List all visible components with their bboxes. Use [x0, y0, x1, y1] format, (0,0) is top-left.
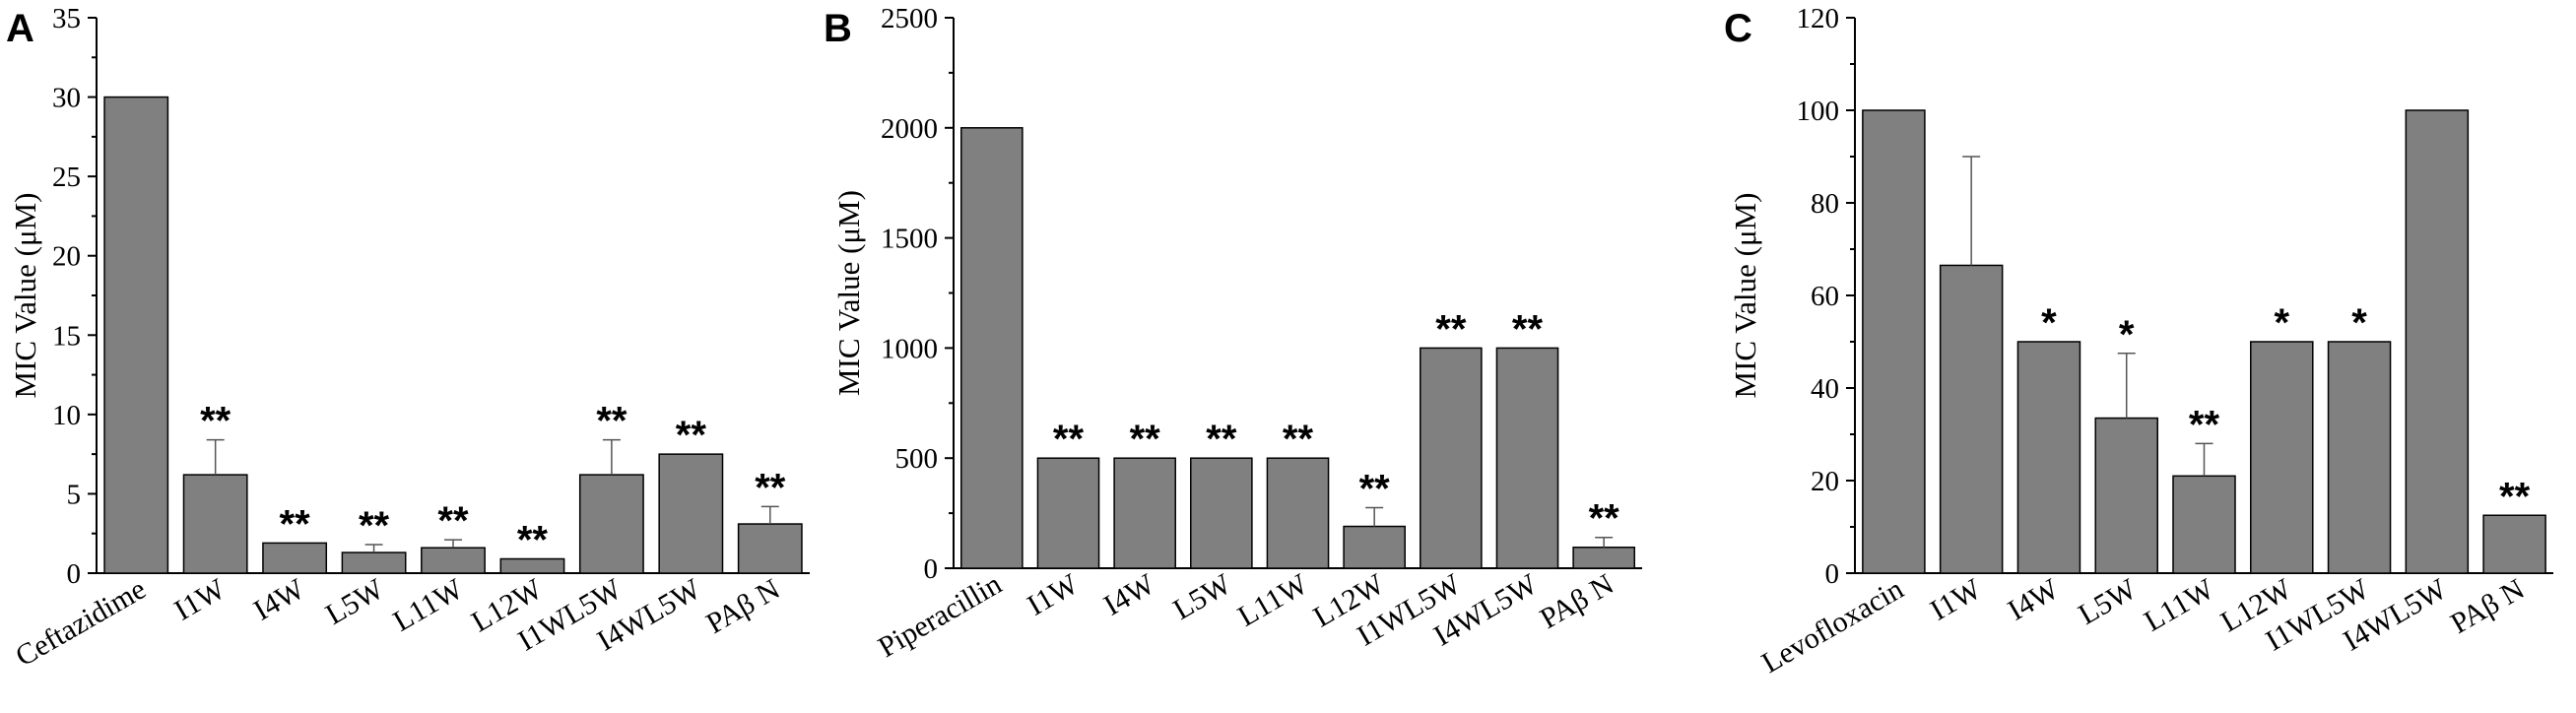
- bar: [1113, 457, 1176, 569]
- significance-label: **: [359, 504, 390, 548]
- category-label: I4W: [1098, 567, 1160, 622]
- significance-label: **: [2499, 475, 2531, 518]
- y-tick-label: 0: [1825, 558, 1840, 590]
- category-label: L5W: [320, 572, 389, 631]
- y-tick-label: 20: [52, 241, 81, 273]
- panel-letter: A: [6, 7, 34, 50]
- bar: [341, 551, 407, 574]
- y-tick-label: 2500: [881, 3, 938, 34]
- significance-label: **: [1053, 418, 1085, 461]
- significance-label: **: [1359, 468, 1391, 511]
- panel-letter: B: [824, 7, 852, 50]
- bar: [1495, 347, 1559, 569]
- bar: [2482, 514, 2546, 574]
- significance-label: **: [280, 502, 311, 546]
- category-label: L5W: [1167, 567, 1236, 626]
- significance-label: **: [200, 400, 231, 443]
- significance-label: **: [1206, 418, 1237, 461]
- bar: [262, 542, 328, 574]
- significance-label: **: [517, 518, 549, 561]
- significance-label: **: [676, 414, 707, 457]
- bar: [1190, 457, 1253, 569]
- y-tick-label: 1000: [881, 333, 938, 364]
- significance-label: *: [2119, 313, 2135, 356]
- bar: [1572, 547, 1635, 569]
- category-label: I1W: [1022, 567, 1084, 622]
- significance-label: **: [437, 499, 469, 543]
- significance-label: *: [2351, 301, 2367, 345]
- significance-label: **: [1512, 307, 1544, 351]
- bar: [1266, 457, 1330, 569]
- category-label: PAβ N: [1535, 567, 1619, 635]
- bar: [421, 547, 486, 574]
- bar: [737, 523, 803, 574]
- bar: [1036, 457, 1100, 569]
- category-label: PAβ N: [700, 572, 785, 640]
- bar: [960, 127, 1024, 569]
- bar: [1420, 347, 1483, 569]
- category-label: I4W: [2003, 572, 2065, 627]
- significance-label: *: [2274, 301, 2289, 345]
- y-tick-label: 500: [895, 443, 939, 475]
- significance-label: **: [1283, 418, 1314, 461]
- y-axis-title: MIC Value (μM): [1728, 193, 1762, 399]
- y-tick-label: 1500: [881, 224, 938, 255]
- bar: [2016, 341, 2081, 574]
- category-label: L11W: [1232, 567, 1314, 633]
- category-label: L11W: [2139, 572, 2220, 638]
- y-tick-label: 0: [67, 558, 82, 590]
- bar: [1939, 264, 2004, 574]
- significance-label: **: [596, 400, 627, 443]
- category-label: L11W: [388, 572, 470, 638]
- category-label: I1W: [1925, 572, 1987, 627]
- chart-panel-b: B 0 500 1000 1500 2000 2500 MIC Value (μM) Piper…: [824, 3, 1642, 664]
- bar: [182, 474, 248, 574]
- bar: [1862, 109, 1926, 574]
- y-tick-label: 15: [52, 320, 81, 352]
- y-tick-label: 120: [1797, 3, 1840, 34]
- y-tick-label: 100: [1797, 96, 1840, 127]
- bar: [658, 453, 724, 574]
- y-tick-label: 80: [1811, 188, 1839, 220]
- category-label: L5W: [2073, 572, 2142, 631]
- bar: [2094, 417, 2158, 574]
- y-tick-label: 0: [924, 553, 939, 585]
- y-tick-label: 30: [52, 83, 81, 114]
- y-axis-title: MIC Value (μM): [8, 193, 42, 399]
- bar: [2405, 109, 2470, 574]
- y-axis-title: MIC Value (μM): [831, 190, 866, 396]
- y-tick-label: 60: [1811, 281, 1839, 312]
- bar: [2250, 341, 2314, 574]
- bar: [2327, 341, 2392, 574]
- bar: [578, 474, 644, 574]
- significance-label: **: [1589, 497, 1620, 541]
- significance-label: **: [755, 466, 786, 509]
- significance-label: *: [2041, 301, 2057, 345]
- category-label: PAβ N: [2445, 572, 2530, 640]
- significance-label: **: [1435, 307, 1467, 351]
- panel-letter: C: [1724, 7, 1752, 50]
- y-tick-label: 25: [52, 162, 81, 193]
- y-tick-label: 35: [52, 3, 81, 34]
- bar: [1343, 525, 1406, 569]
- y-tick-label: 2000: [881, 113, 938, 145]
- category-label: Piperacillin: [873, 567, 1007, 664]
- bar: [2172, 475, 2236, 574]
- category-label: I4W: [248, 572, 310, 627]
- bar: [499, 557, 565, 574]
- y-tick-label: 40: [1811, 373, 1839, 405]
- y-tick-label: 10: [52, 400, 81, 431]
- bar: [103, 96, 169, 574]
- significance-label: **: [2189, 403, 2220, 446]
- category-label: I1W: [168, 572, 231, 627]
- y-tick-label: 20: [1811, 466, 1839, 497]
- significance-label: **: [1130, 418, 1161, 461]
- y-tick-label: 5: [67, 479, 82, 510]
